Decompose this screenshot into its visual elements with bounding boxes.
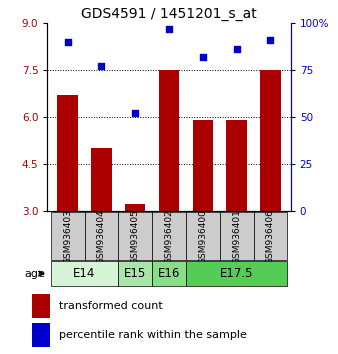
Bar xyxy=(254,212,287,260)
Point xyxy=(268,37,273,43)
Bar xyxy=(57,95,78,211)
Point xyxy=(99,63,104,69)
Bar xyxy=(186,261,287,286)
Bar xyxy=(91,148,112,211)
Bar xyxy=(118,212,152,260)
Text: percentile rank within the sample: percentile rank within the sample xyxy=(59,330,247,340)
Text: E14: E14 xyxy=(73,267,96,280)
Text: GSM936400: GSM936400 xyxy=(198,209,207,264)
Bar xyxy=(84,212,118,260)
Bar xyxy=(152,212,186,260)
Text: E16: E16 xyxy=(158,267,180,280)
Text: age: age xyxy=(25,269,46,279)
Bar xyxy=(193,120,213,211)
Point xyxy=(166,26,172,32)
Bar xyxy=(152,261,186,286)
Bar xyxy=(118,261,152,286)
Text: GSM936405: GSM936405 xyxy=(131,209,140,264)
Point xyxy=(234,46,239,52)
Point xyxy=(200,54,206,59)
Text: GSM936401: GSM936401 xyxy=(232,209,241,264)
Bar xyxy=(125,204,145,211)
Text: E17.5: E17.5 xyxy=(220,267,254,280)
Text: GSM936403: GSM936403 xyxy=(63,209,72,264)
Point xyxy=(132,110,138,116)
Text: GSM936402: GSM936402 xyxy=(165,209,173,264)
Bar xyxy=(51,212,84,260)
Bar xyxy=(260,70,281,211)
Text: GSM936406: GSM936406 xyxy=(266,209,275,264)
Title: GDS4591 / 1451201_s_at: GDS4591 / 1451201_s_at xyxy=(81,7,257,21)
Bar xyxy=(226,120,247,211)
Bar xyxy=(51,261,118,286)
Bar xyxy=(220,212,254,260)
Bar xyxy=(186,212,220,260)
Text: transformed count: transformed count xyxy=(59,301,163,311)
Text: GSM936404: GSM936404 xyxy=(97,209,106,264)
Bar xyxy=(32,294,50,318)
Text: E15: E15 xyxy=(124,267,146,280)
Point xyxy=(65,39,70,45)
Bar xyxy=(159,70,179,211)
Bar xyxy=(32,323,50,347)
